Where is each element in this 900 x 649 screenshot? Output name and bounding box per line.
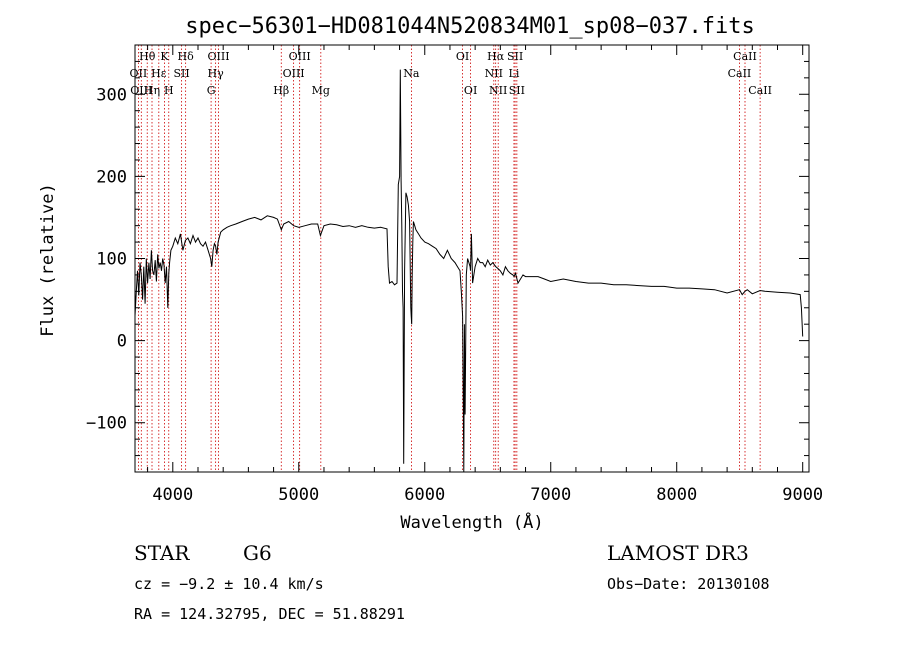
line-marker-label: K [160,50,169,63]
line-marker-label: OIII [207,50,229,63]
line-marker-label: Hα [487,50,505,63]
line-marker-label: Hθ [139,50,156,63]
y-tick-label: −100 [86,414,127,434]
coordinates: RA = 124.32795, DEC = 51.88291 [134,605,405,623]
observation-date: Obs−Date: 20130108 [607,575,770,593]
line-marker-label: CaII [748,84,772,97]
object-subclass: G6 [243,541,272,565]
line-marker-label: Hη [144,84,160,97]
line-marker-label: NII [485,67,503,80]
line-marker-label: Li [509,67,520,80]
line-marker-label: CaII [728,67,752,80]
line-marker-label: CaII [733,50,757,63]
line-marker-label: SII [507,50,523,63]
y-tick-label: 100 [96,250,127,270]
line-marker-label: G [207,84,216,97]
line-marker-label: OIII [283,67,305,80]
line-marker-label: OI [456,50,469,63]
line-marker-label: OII [130,67,148,80]
line-marker-label: OIII [130,84,152,97]
y-tick-label: 0 [117,332,127,352]
line-marker-label: Na [403,67,420,80]
y-axis-ticks: −100 0 100 200 300 [86,44,809,473]
y-tick-label: 300 [96,85,127,105]
line-marker-label: Hδ [178,50,195,63]
line-marker-label: OIII [289,50,311,63]
spectrum-line [134,69,804,473]
spectral-line-markers [138,45,761,472]
line-marker-label: SII [509,84,525,97]
line-marker-label: Hγ [208,67,225,80]
y-tick-label: 200 [96,167,127,187]
x-axis-label: Wavelength (Å) [400,511,543,533]
x-tick-label: 8000 [656,485,697,505]
line-marker-label: Hβ [273,84,289,97]
x-tick-label: 4000 [152,485,193,505]
x-tick-label: 6000 [404,485,445,505]
line-marker-label: SII [173,67,189,80]
chart-title: spec−56301−HD081044N520834M01_sp08−037.f… [185,14,755,39]
line-marker-label: H [164,84,174,97]
object-class: STAR [134,541,190,565]
line-marker-label: OI [464,84,477,97]
line-marker-label: Mg [312,84,330,97]
x-tick-label: 5000 [278,485,319,505]
x-axis-ticks: 4000 5000 6000 7000 8000 9000 [147,45,823,505]
spectrum-series [134,69,804,473]
redshift-info: cz = −9.2 ± 10.4 km/s [134,575,324,593]
x-tick-label: 9000 [782,485,823,505]
line-marker-label: NII [489,84,507,97]
line-marker-label: Hε [151,67,167,80]
survey-name: LAMOST DR3 [607,541,749,565]
x-tick-label: 7000 [530,485,571,505]
y-axis-label: Flux (relative) [38,183,58,337]
